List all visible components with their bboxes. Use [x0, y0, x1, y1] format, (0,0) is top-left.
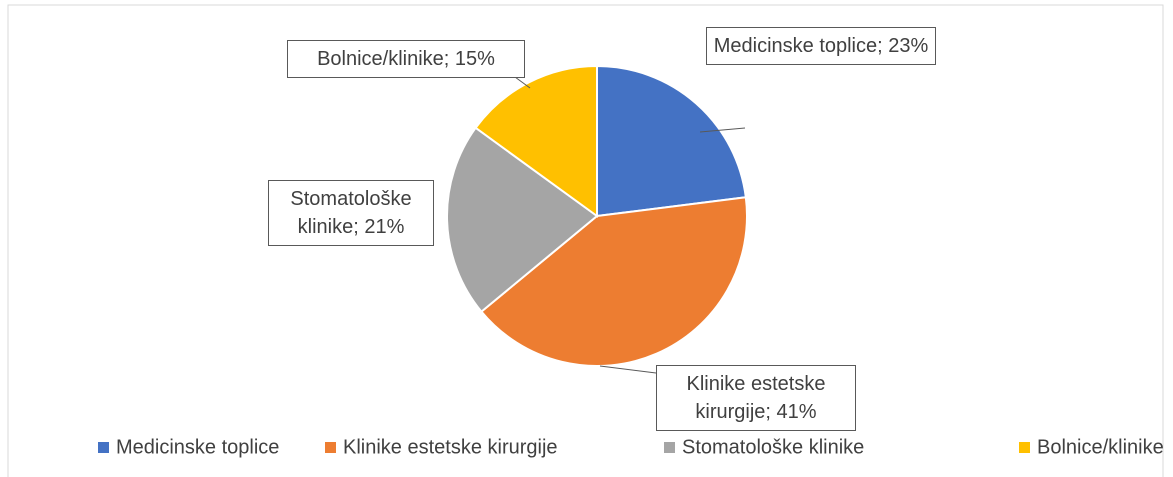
data-label: Stomatološke klinike; 21%: [268, 180, 434, 246]
data-label: Medicinske toplice; 23%: [706, 27, 936, 65]
legend-marker: [664, 442, 675, 453]
chart-frame: [7, 4, 1164, 477]
data-label: Klinike estetske kirurgije; 41%: [656, 365, 856, 431]
leader-line: [599, 365, 657, 374]
leader-line: [699, 127, 746, 133]
pie-slice: [596, 64, 747, 218]
legend-marker: [98, 442, 109, 453]
legend-marker: [325, 442, 336, 453]
data-label: Bolnice/klinike; 15%: [287, 40, 525, 78]
legend-label: Klinike estetske kirurgije: [343, 436, 558, 458]
pie-slice: [446, 126, 599, 314]
pie-slice: [480, 196, 748, 367]
pie-slice: [474, 64, 598, 218]
legend-label: Stomatološke klinike: [682, 436, 864, 458]
legend-label: Medicinske toplice: [116, 436, 279, 458]
leader-line: [514, 76, 531, 89]
legend-marker: [1019, 442, 1030, 453]
legend-label: Bolnice/klinike: [1037, 436, 1164, 458]
